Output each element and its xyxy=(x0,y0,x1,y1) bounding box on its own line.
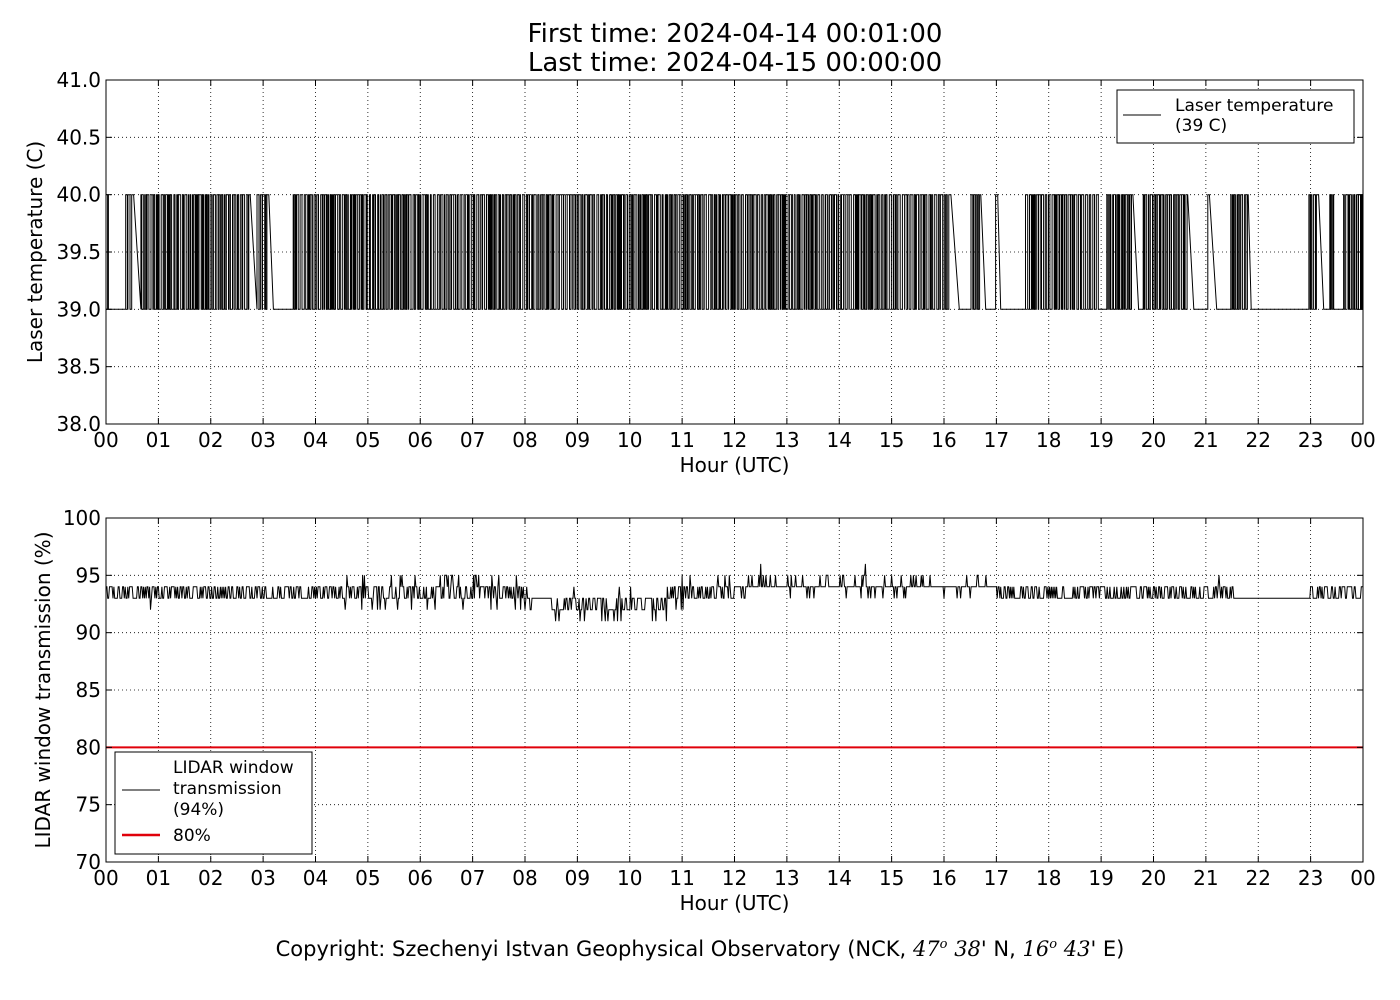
chart-title-last-time: Last time: 2024-04-15 00:00:00 xyxy=(527,48,943,78)
x-tick-label: 21 xyxy=(1193,428,1218,452)
x-axis-label: Hour (UTC) xyxy=(680,453,790,477)
y-tick-label: 70 xyxy=(76,850,101,874)
x-tick-label: 07 xyxy=(460,428,485,452)
x-tick-label: 13 xyxy=(774,428,799,452)
x-tick-label: 08 xyxy=(512,866,537,890)
x-tick-label: 11 xyxy=(669,428,694,452)
x-tick-label: 01 xyxy=(146,866,171,890)
y-tick-label: 39.0 xyxy=(56,297,101,321)
x-tick-label: 05 xyxy=(355,866,380,890)
y-tick-label: 95 xyxy=(76,563,101,587)
x-tick-label: 15 xyxy=(879,428,904,452)
x-tick-label: 17 xyxy=(984,866,1009,890)
y-tick-label: 90 xyxy=(76,621,101,645)
legend-label-laser: Laser temperature xyxy=(1175,96,1333,116)
x-tick-label: 00 xyxy=(1350,428,1375,452)
x-tick-label: 02 xyxy=(198,428,223,452)
x-axis-label: Hour (UTC) xyxy=(680,891,790,915)
x-tick-label: 16 xyxy=(931,866,956,890)
latitude-suffix: ' N, xyxy=(980,937,1016,961)
x-tick-label: 12 xyxy=(722,866,747,890)
y-tick-label: 85 xyxy=(76,678,101,702)
x-tick-label: 01 xyxy=(146,428,171,452)
x-tick-label: 14 xyxy=(827,428,852,452)
x-tick-label: 18 xyxy=(1036,428,1061,452)
x-tick-label: 19 xyxy=(1088,428,1113,452)
y-tick-label: 75 xyxy=(76,793,101,817)
x-tick-label: 20 xyxy=(1141,866,1166,890)
x-tick-label: 03 xyxy=(250,866,275,890)
y-tick-label: 40.5 xyxy=(56,125,101,149)
x-tick-label: 17 xyxy=(984,428,1009,452)
x-tick-label: 22 xyxy=(1246,866,1271,890)
legend-label-threshold: 80% xyxy=(173,826,211,846)
x-tick-label: 09 xyxy=(565,866,590,890)
x-tick-label: 23 xyxy=(1298,866,1323,890)
x-tick-label: 22 xyxy=(1246,428,1271,452)
legend-label-laser: (39 C) xyxy=(1175,116,1227,136)
x-tick-label: 00 xyxy=(1350,866,1375,890)
y-tick-label: 41.0 xyxy=(56,68,101,92)
latitude-degrees: 47o xyxy=(912,937,948,961)
x-tick-label: 04 xyxy=(303,428,328,452)
y-tick-label: 100 xyxy=(63,506,101,530)
x-tick-label: 04 xyxy=(303,866,328,890)
x-tick-label: 21 xyxy=(1193,866,1218,890)
x-tick-label: 15 xyxy=(879,866,904,890)
x-tick-label: 06 xyxy=(408,428,433,452)
x-tick-label: 12 xyxy=(722,428,747,452)
laser-temperature-series-line xyxy=(106,194,1363,310)
x-tick-label: 18 xyxy=(1036,866,1061,890)
lidar-transmission-series-line xyxy=(106,563,1363,622)
x-tick-label: 05 xyxy=(355,428,380,452)
y-tick-label: 40.0 xyxy=(56,183,101,207)
x-tick-label: 02 xyxy=(198,866,223,890)
legend-box xyxy=(1116,89,1355,144)
x-tick-label: 10 xyxy=(617,428,642,452)
x-tick-label: 19 xyxy=(1088,866,1113,890)
y-tick-label: 39.5 xyxy=(56,240,101,264)
x-tick-label: 14 xyxy=(827,866,852,890)
x-tick-label: 00 xyxy=(93,428,118,452)
x-tick-label: 00 xyxy=(93,866,118,890)
x-tick-label: 03 xyxy=(250,428,275,452)
y-axis-label: Laser temperature (C) xyxy=(23,141,47,363)
x-tick-label: 07 xyxy=(460,866,485,890)
longitude-suffix: ' E) xyxy=(1090,937,1125,961)
longitude-degrees: 16o xyxy=(1022,937,1058,961)
legend-label-lidar: LIDAR window xyxy=(173,758,294,778)
legend-label-lidar: transmission xyxy=(173,779,282,799)
copyright-text: Copyright: Szechenyi Istvan Geophysical … xyxy=(275,937,907,961)
y-tick-label: 80 xyxy=(76,735,101,759)
x-tick-label: 06 xyxy=(408,866,433,890)
x-tick-label: 13 xyxy=(774,866,799,890)
x-tick-label: 23 xyxy=(1298,428,1323,452)
latitude-minutes: 38 xyxy=(954,937,981,961)
y-axis-label: LIDAR window transmission (%) xyxy=(31,532,55,849)
x-tick-label: 16 xyxy=(931,428,956,452)
copyright-footer: Copyright: Szechenyi Istvan Geophysical … xyxy=(0,937,1400,961)
x-tick-label: 20 xyxy=(1141,428,1166,452)
longitude-minutes: 43 xyxy=(1063,937,1091,961)
x-tick-label: 11 xyxy=(669,866,694,890)
legend-box xyxy=(114,751,313,855)
x-tick-label: 08 xyxy=(512,428,537,452)
x-tick-label: 09 xyxy=(565,428,590,452)
x-tick-label: 10 xyxy=(617,866,642,890)
legend-label-lidar: (94%) xyxy=(173,800,224,820)
chart-title-first-time: First time: 2024-04-14 00:01:00 xyxy=(527,19,943,49)
y-tick-label: 38.0 xyxy=(56,412,101,436)
y-tick-label: 38.5 xyxy=(56,355,101,379)
